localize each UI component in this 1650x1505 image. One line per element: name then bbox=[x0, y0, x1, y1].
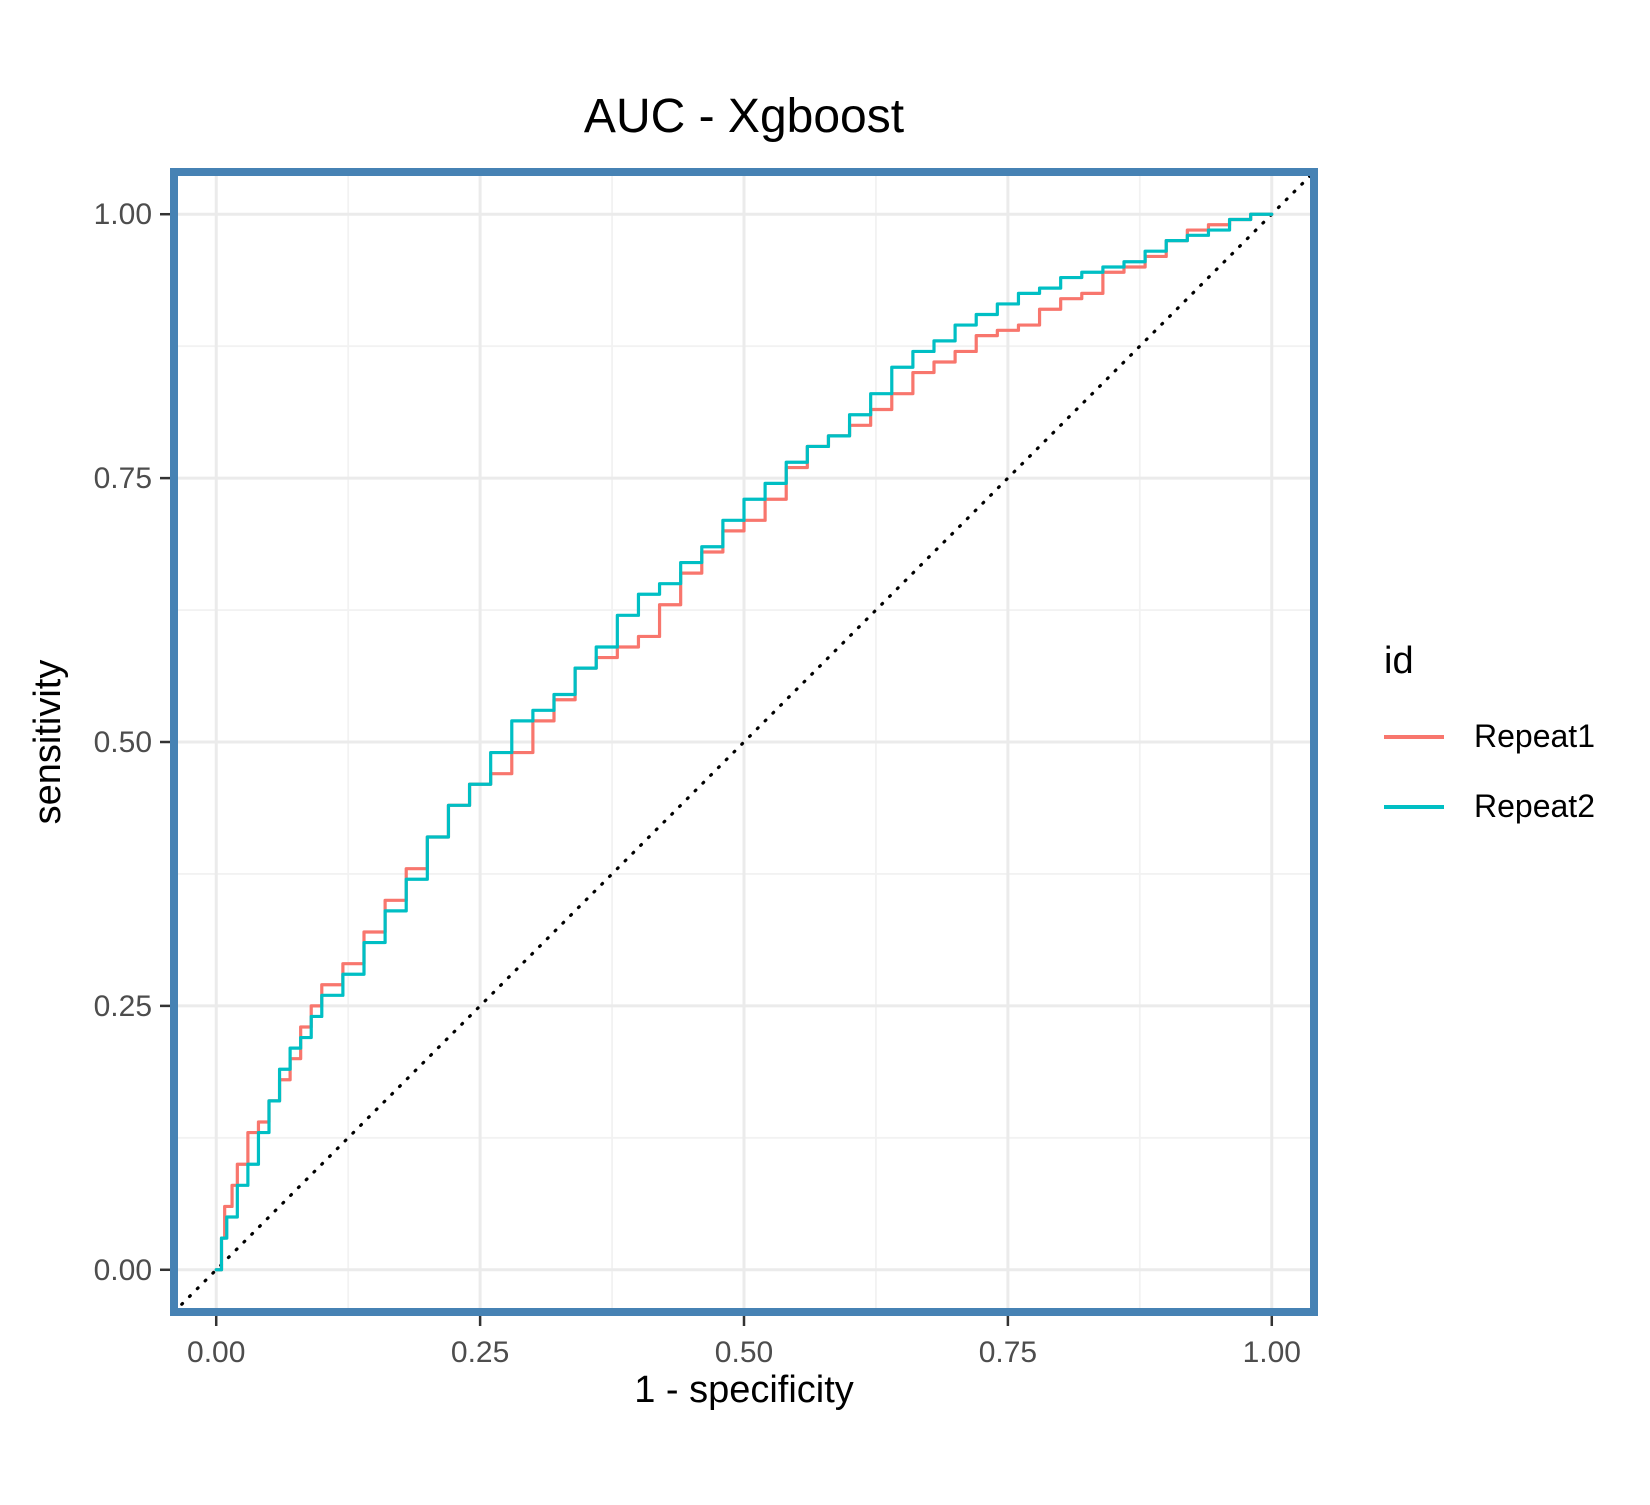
chart-title: AUC - Xgboost bbox=[584, 90, 904, 143]
legend-items: Repeat1 Repeat2 bbox=[1384, 718, 1595, 824]
legend-title: id bbox=[1384, 640, 1414, 682]
y-tick-label: 0.00 bbox=[94, 1254, 152, 1287]
x-axis-ticks: 0.00 0.25 0.50 0.75 1.00 bbox=[187, 1316, 1301, 1369]
y-tick-label: 0.50 bbox=[94, 726, 152, 759]
x-axis-title: 1 - specificity bbox=[634, 1369, 854, 1411]
series-line-repeat1 bbox=[214, 212, 1274, 1272]
legend: id Repeat1 Repeat2 bbox=[1384, 640, 1595, 824]
grid bbox=[174, 172, 1314, 1312]
x-tick-label: 0.75 bbox=[979, 1336, 1037, 1369]
series-group bbox=[214, 212, 1274, 1272]
series-line-repeat2 bbox=[214, 212, 1274, 1272]
x-tick-label: 0.50 bbox=[715, 1336, 773, 1369]
x-tick-label: 1.00 bbox=[1243, 1336, 1301, 1369]
x-tick-label: 0.00 bbox=[187, 1336, 245, 1369]
panel-border bbox=[170, 168, 1318, 1316]
y-axis-ticks: 0.00 0.25 0.50 0.75 1.00 bbox=[94, 198, 170, 1287]
y-axis-title: sensitivity bbox=[27, 660, 69, 825]
legend-label-repeat1: Repeat1 bbox=[1474, 718, 1595, 754]
x-tick-label: 0.25 bbox=[451, 1336, 509, 1369]
legend-label-repeat2: Repeat2 bbox=[1474, 788, 1595, 824]
reference-line-group bbox=[172, 170, 1316, 1314]
y-tick-label: 1.00 bbox=[94, 198, 152, 231]
reference-diagonal-line bbox=[172, 170, 1316, 1314]
y-tick-label: 0.75 bbox=[94, 462, 152, 495]
y-tick-label: 0.25 bbox=[94, 990, 152, 1023]
